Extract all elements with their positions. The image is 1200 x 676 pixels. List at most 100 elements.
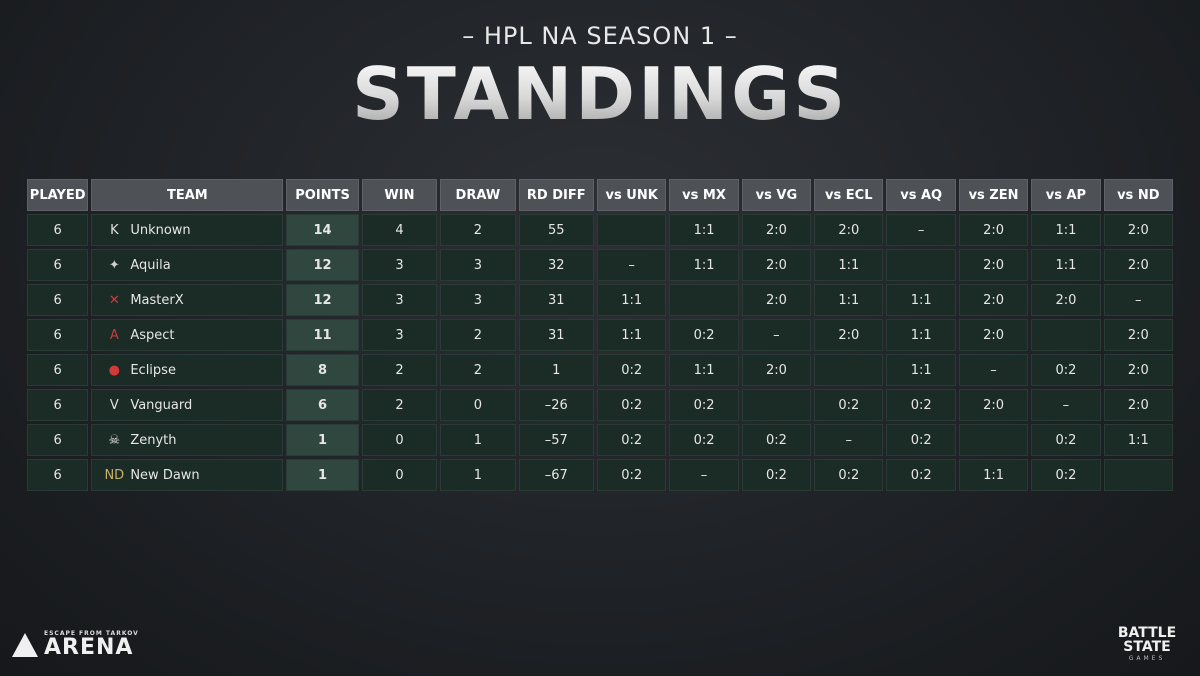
vs-result-cell: [596, 214, 667, 246]
vs-result-cell: 1:1: [886, 284, 956, 316]
win-cell: 2: [361, 354, 438, 386]
played-cell: 6: [27, 284, 89, 316]
eclipse-logo-icon: ●: [108, 362, 120, 378]
vs-result-cell: 0:2: [596, 389, 667, 421]
vs-result-cell: 1:1: [886, 354, 956, 386]
masterx-logo-icon: ✕: [108, 292, 120, 308]
arena-logo-text: ARENA: [44, 635, 134, 660]
points-cell: 8: [286, 354, 359, 386]
draw-cell: 3: [440, 284, 516, 316]
rd-diff-cell: 55: [518, 214, 594, 246]
zenyth-logo-icon: ☠: [108, 432, 121, 448]
vs-result-cell: –: [1103, 284, 1173, 316]
team-cell: A Aspect: [91, 319, 284, 351]
points-cell: 11: [286, 319, 359, 351]
points-cell: 14: [286, 214, 359, 246]
team-cell: ✦ Aquila: [91, 249, 284, 281]
column-header: POINTS: [286, 179, 359, 211]
draw-cell: 3: [440, 249, 516, 281]
column-header: vs ND: [1103, 179, 1173, 211]
vs-result-cell: [886, 249, 956, 281]
vs-result-cell: 1:1: [1031, 214, 1101, 246]
vs-result-cell: 1:1: [669, 249, 739, 281]
team-cell: ☠ Zenyth: [91, 424, 284, 456]
aquila-logo-icon: ✦: [108, 257, 120, 273]
vs-result-cell: 2:0: [958, 284, 1029, 316]
vs-result-cell: –: [814, 424, 884, 456]
vs-result-cell: 2:0: [1031, 284, 1101, 316]
vs-result-cell: 2:0: [958, 389, 1029, 421]
column-header: WIN: [361, 179, 438, 211]
vs-result-cell: 0:2: [669, 424, 739, 456]
table-row: 6 ☠ Zenyth 1 0 1 –57 0:2 0:2 0:2–0:2 0:2 1:1: [27, 424, 1173, 456]
win-cell: 3: [361, 249, 438, 281]
played-cell: 6: [27, 249, 89, 281]
unknown-logo-icon: K: [110, 222, 119, 238]
team-name: Zenyth: [130, 432, 177, 448]
table-row: 6 A Aspect 11 3 2 31 1:1 0:2–2:0 1:1 2:0 2:0: [27, 319, 1173, 351]
vs-result-cell: 2:0: [958, 214, 1029, 246]
table-row: 6 ✕ MasterX 12 3 3 31 1:1 2:0 1:1 1:1 2:0 2:0–: [27, 284, 1173, 316]
vs-result-cell: –: [669, 459, 739, 491]
draw-cell: 2: [440, 214, 516, 246]
vs-result-cell: 0:2: [596, 459, 667, 491]
vs-result-cell: 1:1: [814, 249, 884, 281]
team-name: Unknown: [130, 222, 191, 238]
vs-result-cell: 0:2: [814, 459, 884, 491]
vs-result-cell: 2:0: [814, 214, 884, 246]
aspect-logo-icon: A: [109, 327, 119, 343]
win-cell: 3: [361, 284, 438, 316]
standings-table: PLAYED TEAM POINTS WIN DRAW RD DIFF vs UNK vs M…: [24, 176, 1176, 494]
win-cell: 0: [361, 424, 438, 456]
vs-result-cell: 0:2: [669, 319, 739, 351]
vs-result-cell: 0:2: [1031, 424, 1101, 456]
points-cell: 1: [286, 459, 359, 491]
vs-result-cell: 2:0: [1103, 249, 1173, 281]
vs-result-cell: 2:0: [814, 319, 884, 351]
column-header: vs VG: [741, 179, 812, 211]
vs-result-cell: 0:2: [886, 459, 956, 491]
column-header: vs AP: [1031, 179, 1101, 211]
column-header: vs ECL: [814, 179, 884, 211]
battlestate-logo-small-text: GAMES: [1128, 655, 1166, 662]
team-name: MasterX: [130, 292, 184, 308]
vs-result-cell: 0:2: [1031, 459, 1101, 491]
column-header: vs ZEN: [958, 179, 1029, 211]
rd-diff-cell: –57: [518, 424, 594, 456]
win-cell: 0: [361, 459, 438, 491]
team-name: Aquila: [130, 257, 171, 273]
vs-result-cell: 2:0: [1103, 389, 1173, 421]
points-cell: 1: [286, 424, 359, 456]
arena-logo-small-text: ESCAPE FROM TARKOV: [44, 630, 139, 637]
table-row: 6 K Unknown 14 4 2 55 1:1 2:0 2:0–2:0 1:1 2:0: [27, 214, 1173, 246]
column-header: vs MX: [669, 179, 739, 211]
team-name: Vanguard: [130, 397, 193, 413]
vs-result-cell: [669, 284, 739, 316]
vs-result-cell: 0:2: [669, 389, 739, 421]
team-name: Aspect: [130, 327, 175, 343]
arena-logo: ESCAPE FROM TARKOV ARENA: [12, 628, 139, 662]
column-header: DRAW: [440, 179, 516, 211]
table-header-row: PLAYED TEAM POINTS WIN DRAW RD DIFF vs UNK vs M…: [27, 179, 1173, 211]
vs-result-cell: 0:2: [886, 424, 956, 456]
team-name: Eclipse: [130, 362, 176, 378]
column-header: vs AQ: [886, 179, 956, 211]
column-header: PLAYED: [27, 179, 89, 211]
column-header: vs UNK: [596, 179, 667, 211]
vs-result-cell: 0:2: [814, 389, 884, 421]
table-row: 6 ✦ Aquila 12 3 3 32–1:1 2:0 1:1 2:0 1:1 2:0: [27, 249, 1173, 281]
vs-result-cell: [814, 354, 884, 386]
vanguard-logo-icon: V: [109, 397, 119, 413]
vs-result-cell: [741, 389, 812, 421]
arena-logo-icon: [12, 633, 38, 657]
table-row: 6 ● Eclipse 8 2 2 1 0:2 1:1 2:0 1:1–0:2 2:0: [27, 354, 1173, 386]
win-cell: 4: [361, 214, 438, 246]
column-header: TEAM: [91, 179, 284, 211]
vs-result-cell: [958, 424, 1029, 456]
win-cell: 3: [361, 319, 438, 351]
battlestate-logo: BATTLE STATE GAMES: [1110, 626, 1184, 662]
vs-result-cell: 2:0: [958, 319, 1029, 351]
vs-result-cell: 1:1: [1103, 424, 1173, 456]
points-cell: 12: [286, 249, 359, 281]
points-cell: 12: [286, 284, 359, 316]
